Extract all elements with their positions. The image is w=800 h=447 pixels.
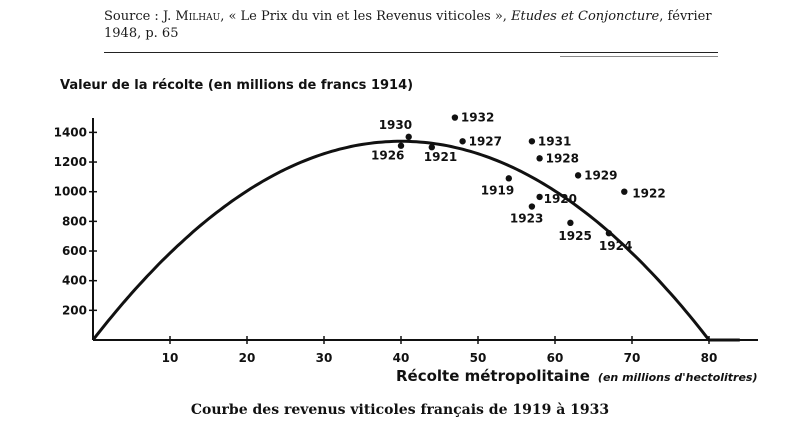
point-label-1921: 1921 xyxy=(424,150,457,164)
point-1925 xyxy=(567,219,574,227)
point-label-1923: 1923 xyxy=(510,212,543,226)
x-axis-title: Récolte métropolitaine (en millions d'he… xyxy=(396,367,758,385)
source-journal: Etudes et Conjoncture xyxy=(511,9,660,24)
source-citation: Source : J. Milhau, « Le Prix du vin et … xyxy=(104,8,744,42)
y-tick-label-1000: 1000 xyxy=(54,185,87,199)
y-axis-title: Valeur de la récolte (en millions de fra… xyxy=(60,78,413,93)
point-label-1930: 1930 xyxy=(379,118,412,132)
source-title: , « Le Prix du vin et les Revenus vitico… xyxy=(220,9,512,24)
x-tick-label-70: 70 xyxy=(624,351,641,365)
source-rule xyxy=(104,52,718,53)
point-label-1927: 1927 xyxy=(469,134,502,148)
point-1928 xyxy=(536,155,543,162)
point-label-1931: 1931 xyxy=(538,134,571,148)
chart-caption: Courbe des revenus viticoles français de… xyxy=(190,402,610,418)
point-1922 xyxy=(621,188,628,195)
x-tick-label-40: 40 xyxy=(393,351,410,365)
point-1923 xyxy=(528,203,536,210)
point-1929 xyxy=(574,172,582,179)
source-prefix: Source : J. xyxy=(104,9,176,24)
point-label-1925: 1925 xyxy=(558,229,591,243)
point-1932 xyxy=(451,114,459,121)
x-tick-label-10: 10 xyxy=(162,351,179,365)
source-line-1: Source : J. Milhau, « Le Prix du vin et … xyxy=(104,8,744,42)
y-tick-label-800: 800 xyxy=(62,214,87,228)
y-tick-label-400: 400 xyxy=(62,274,87,288)
point-label-1924: 1924 xyxy=(599,239,632,253)
y-tick-label-1200: 1200 xyxy=(54,155,87,169)
point-1931 xyxy=(528,138,536,145)
y-tick-label-600: 600 xyxy=(62,244,87,258)
point-label-1920: 1920 xyxy=(544,192,577,206)
point-1927 xyxy=(459,138,466,145)
x-tick-label-30: 30 xyxy=(316,351,333,365)
point-1926 xyxy=(397,142,405,149)
x-tick-label-50: 50 xyxy=(470,351,487,365)
source-author: Milhau xyxy=(175,9,221,24)
point-label-1926: 1926 xyxy=(371,149,404,163)
x-axis-title-unit: (en millions d'hectolitres) xyxy=(598,371,758,384)
point-1930 xyxy=(405,133,412,141)
y-tick-label-200: 200 xyxy=(62,303,87,317)
point-1919 xyxy=(505,175,512,182)
point-1921 xyxy=(428,144,435,151)
point-label-1932: 1932 xyxy=(461,111,494,125)
fit-curve xyxy=(91,139,740,342)
point-label-1928: 1928 xyxy=(546,151,579,165)
y-tick-label-1400: 1400 xyxy=(54,125,87,139)
x-tick-label-20: 20 xyxy=(239,351,256,365)
point-label-1919: 1919 xyxy=(481,183,514,197)
point-label-1922: 1922 xyxy=(632,187,665,201)
point-1924 xyxy=(605,230,613,237)
x-axis-title-main: Récolte métropolitaine xyxy=(396,367,590,385)
point-label-1929: 1929 xyxy=(584,168,617,182)
x-tick-label-60: 60 xyxy=(547,351,564,365)
x-tick-label-80: 80 xyxy=(701,351,718,365)
point-1920 xyxy=(536,193,543,201)
source-rule-short xyxy=(560,56,718,57)
source-suffix: , février 1948, p. 65 xyxy=(104,9,712,41)
chart-svg: Valeur de la récolte (en millions de fra… xyxy=(54,78,758,385)
